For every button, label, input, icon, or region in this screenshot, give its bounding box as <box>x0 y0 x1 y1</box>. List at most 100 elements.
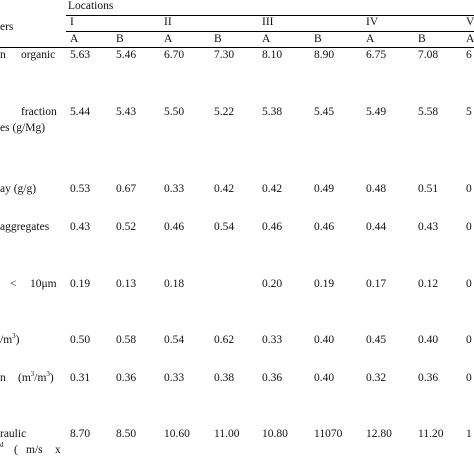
table-cell: 6.75 <box>366 49 387 61</box>
table-cell: 0 <box>466 221 472 233</box>
table-cell: 0.49 <box>314 183 335 195</box>
table-cell: 0.54 <box>214 221 235 233</box>
table-cell: 0.42 <box>214 183 235 195</box>
table-cell: 5.49 <box>366 106 387 118</box>
table-cell: 0.33 <box>164 183 185 195</box>
location-iii: III <box>262 16 274 28</box>
table-cell: 0.32 <box>366 372 387 384</box>
table-cell: 8.90 <box>314 49 335 61</box>
table-cell: 0.19 <box>70 278 91 290</box>
location-v: V <box>466 16 474 28</box>
row-label: ay (g/g) <box>0 183 37 195</box>
table-cell: 5.45 <box>314 106 335 118</box>
table-cell: 0.43 <box>418 221 439 233</box>
table-cell: 0 <box>466 334 472 346</box>
table-cell: 12.80 <box>366 428 392 440</box>
table-cell: 0.54 <box>164 334 185 346</box>
table-cell: 5.22 <box>214 106 235 118</box>
table-cell: 5.43 <box>116 106 137 118</box>
row-label: organic <box>21 49 56 61</box>
table-cell: 8.10 <box>262 49 283 61</box>
table-cell: 0.46 <box>164 221 185 233</box>
table-cell: 0.12 <box>418 278 439 290</box>
table-cell: 0.53 <box>70 183 91 195</box>
table-cell: 0.36 <box>262 372 283 384</box>
location-rule <box>66 31 474 32</box>
table-cell: 0.40 <box>314 372 335 384</box>
table-cell: 0.36 <box>116 372 137 384</box>
table-cell: 0.46 <box>262 221 283 233</box>
row-label: raulic <box>0 428 27 440</box>
table-cell: 0 <box>466 278 472 290</box>
table-cell: 0.36 <box>418 372 439 384</box>
table-cell: 7.30 <box>214 49 235 61</box>
location-iv: IV <box>366 16 379 28</box>
table-cell: 0.42 <box>262 183 283 195</box>
table-cell: 10.60 <box>164 428 190 440</box>
table-cell: 0.18 <box>164 278 185 290</box>
row-label: (m3/m3) <box>18 370 54 385</box>
table-cell: 0.67 <box>116 183 137 195</box>
header-rule <box>66 15 474 16</box>
table-cell: 0.62 <box>214 334 235 346</box>
table-cell: 0.51 <box>418 183 439 195</box>
table-cell: 1 <box>466 428 472 440</box>
table-cell: 0.19 <box>314 278 335 290</box>
sub-col-header: B <box>314 33 322 45</box>
row-label: d <box>0 441 4 449</box>
table-cell: 8.70 <box>70 428 91 440</box>
table-cell: 5.58 <box>418 106 439 118</box>
table-cell: 10.80 <box>262 428 288 440</box>
table-cell: 0.43 <box>70 221 91 233</box>
row-label: n <box>0 372 6 384</box>
location-ii: II <box>164 16 172 28</box>
table-cell: 0.13 <box>116 278 137 290</box>
table-cell: 6 <box>466 49 472 61</box>
sub-col-header: A <box>70 33 79 45</box>
table-cell: 0 <box>466 372 472 384</box>
sub-col-header: A <box>466 33 474 45</box>
row-label: aggregates <box>0 221 50 233</box>
row-label: m/s <box>26 444 43 456</box>
table-cell: 0.31 <box>70 372 91 384</box>
table-cell: 11.00 <box>214 428 240 440</box>
locations-header: Locations <box>68 0 114 12</box>
row-label: /m3) <box>0 332 20 347</box>
table-cell: 8.50 <box>116 428 137 440</box>
parameters-header: ers <box>0 21 14 33</box>
table-cell: 0.45 <box>366 334 387 346</box>
row-label: es (g/Mg) <box>0 122 46 134</box>
sub-col-header: A <box>164 33 173 45</box>
table-cell: 5 <box>466 106 472 118</box>
row-label: ( <box>14 444 18 456</box>
row-label: x <box>55 444 61 456</box>
table-cell: 0.40 <box>314 334 335 346</box>
table-cell: 0.52 <box>116 221 137 233</box>
table-cell: 5.50 <box>164 106 185 118</box>
table-cell: 0.20 <box>262 278 283 290</box>
row-label: fraction <box>21 106 57 118</box>
table-cell: 11070 <box>314 428 343 440</box>
table-cell: 0.46 <box>314 221 335 233</box>
table-cell: 0.33 <box>262 334 283 346</box>
table-cell: 0.38 <box>214 372 235 384</box>
table-cell: 0.44 <box>366 221 387 233</box>
sub-col-header: B <box>214 33 222 45</box>
table-cell: 7.08 <box>418 49 439 61</box>
sub-col-header: A <box>366 33 375 45</box>
location-i: I <box>70 16 74 28</box>
table-cell: 0.50 <box>70 334 91 346</box>
table-cell: 5.38 <box>262 106 283 118</box>
row-label: 10μm <box>30 278 57 290</box>
sub-col-header: A <box>262 33 271 45</box>
table-cell: 5.44 <box>70 106 91 118</box>
row-label: n <box>0 49 6 61</box>
sub-col-header: B <box>418 33 426 45</box>
table-cell: 5.46 <box>116 49 137 61</box>
table-cell: 5.63 <box>70 49 91 61</box>
row-label: < <box>10 278 17 290</box>
table-cell: 0.17 <box>366 278 387 290</box>
table-cell: 6.70 <box>164 49 185 61</box>
table-cell: 0.40 <box>418 334 439 346</box>
table-cell: 11.20 <box>418 428 444 440</box>
